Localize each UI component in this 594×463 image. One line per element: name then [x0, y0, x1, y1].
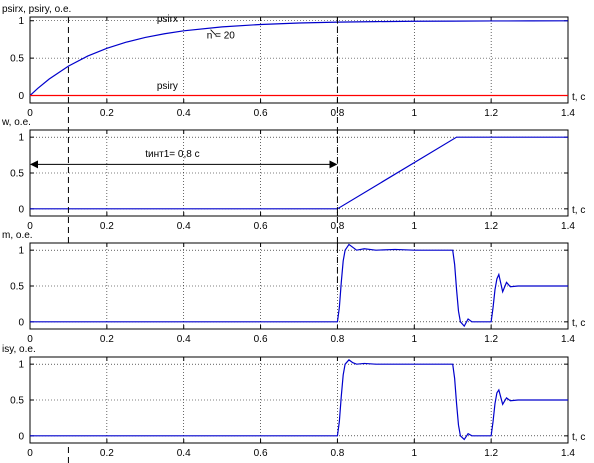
series-line-w — [30, 136, 568, 210]
y-tick-label: 1 — [18, 246, 24, 257]
y-tick-label: 0.5 — [10, 54, 24, 65]
x-tick-label: 0.6 — [254, 221, 268, 232]
x-tick-label: 1 — [412, 221, 418, 232]
chart-panel-3: 0 0.2 0.4 0.6 0.8 1 1.2 1.4 0 0.5 1 m, o.e. t, c — [2, 230, 585, 345]
x-tick-label: 0.4 — [177, 108, 191, 119]
y-tick-label: 1 — [18, 133, 24, 144]
x-tick-label: 0.6 — [254, 334, 268, 345]
x-tick-label: 1.2 — [484, 448, 498, 459]
x-tick-label: 1 — [412, 448, 418, 459]
y-axis-label: w, o.e. — [1, 117, 31, 128]
x-axis-label: t, c — [572, 205, 585, 216]
y-tick-label: 0 — [18, 204, 24, 215]
x-tick-label: 0 — [27, 108, 33, 119]
series-line-psirx — [29, 20, 569, 96]
annotation-pointer — [210, 29, 217, 36]
y-tick-label: 0 — [18, 431, 24, 442]
annotation-label: psirx — [157, 14, 178, 25]
plot-area — [29, 356, 569, 444]
annotation-label: psiry — [157, 81, 178, 92]
x-tick-label: 1.2 — [484, 108, 498, 119]
y-tick-label: 0.5 — [10, 396, 24, 407]
x-tick-label: 1 — [412, 108, 418, 119]
annotation-label: n = 20 — [207, 31, 236, 42]
x-tick-label: 0.4 — [177, 448, 191, 459]
y-tick-label: 1 — [18, 16, 24, 27]
x-tick-label: 1.4 — [561, 334, 575, 345]
y-tick-label: 0.5 — [10, 169, 24, 180]
y-tick-label: 0 — [18, 317, 24, 328]
x-tick-label: 0.4 — [177, 334, 191, 345]
plot-area — [29, 129, 569, 217]
y-axis-label: m, o.e. — [2, 230, 33, 241]
x-tick-label: 1.4 — [561, 448, 575, 459]
series-line-isy — [30, 359, 568, 441]
plot-area — [29, 242, 569, 330]
x-tick-label: 0.6 — [254, 108, 268, 119]
x-tick-label: 0.2 — [100, 221, 114, 232]
annotation-label: tинт1= 0,8 с — [145, 149, 199, 160]
x-axis-label: t, c — [572, 432, 585, 443]
x-tick-label: 0.2 — [100, 108, 114, 119]
x-tick-label: 0.8 — [330, 448, 344, 459]
plot-area — [29, 16, 569, 104]
x-tick-label: 0.6 — [254, 448, 268, 459]
x-tick-label: 0 — [27, 334, 33, 345]
x-tick-label: 1 — [412, 334, 418, 345]
chart-panel-4: 0 0.2 0.4 0.6 0.8 1 1.2 1.4 0 0.5 1 isy, o.e. t, c — [2, 344, 585, 459]
x-axis-label: t, c — [572, 318, 585, 329]
chart-panel-2: 0 0.2 0.4 0.6 0.8 1 1.2 1.4 0 0.5 1 w, o.e. t, c tинт… — [1, 117, 585, 232]
x-tick-label: 0.2 — [100, 334, 114, 345]
x-tick-label: 0.8 — [330, 221, 344, 232]
x-tick-label: 0 — [27, 448, 33, 459]
x-tick-label: 1.2 — [484, 221, 498, 232]
x-axis-label: t, c — [572, 92, 585, 103]
y-tick-label: 0.5 — [10, 282, 24, 293]
x-tick-label: 1.2 — [484, 334, 498, 345]
y-tick-label: 0 — [18, 91, 24, 102]
x-tick-label: 1.4 — [561, 108, 575, 119]
x-tick-label: 0.8 — [330, 108, 344, 119]
y-tick-label: 1 — [18, 360, 24, 371]
x-tick-label: 0.2 — [100, 448, 114, 459]
x-tick-label: 0.4 — [177, 221, 191, 232]
x-tick-label: 0.8 — [330, 334, 344, 345]
y-axis-label: isy, o.e. — [2, 344, 36, 355]
y-axis-label: psirx, psiry, o.e. — [2, 4, 71, 15]
x-tick-label: 0 — [27, 221, 33, 232]
series-line-m — [30, 243, 568, 328]
x-tick-label: 1.4 — [561, 221, 575, 232]
